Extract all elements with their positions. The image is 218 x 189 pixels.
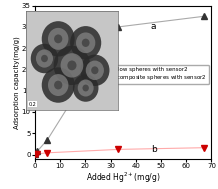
- silica hollow spheres with sensor2: [203, 15, 205, 17]
- Circle shape: [82, 39, 90, 47]
- Circle shape: [54, 34, 62, 43]
- SiO$_2$/PS composite spheres with sensor2: [34, 153, 36, 155]
- silica hollow spheres with sensor2: [46, 139, 49, 141]
- SiO$_2$/PS composite spheres with sensor2: [36, 153, 39, 155]
- SiO$_2$/PS composite spheres with sensor2: [46, 152, 49, 154]
- Text: a: a: [151, 22, 157, 31]
- Circle shape: [73, 74, 99, 102]
- SiO$_2$/PS composite spheres with sensor2: [203, 147, 205, 149]
- Legend: silica hollow spheres with sensor2, SiO$_2$/PS composite spheres with sensor2: silica hollow spheres with sensor2, SiO$…: [81, 65, 209, 84]
- Circle shape: [41, 55, 48, 62]
- Circle shape: [80, 55, 109, 86]
- Circle shape: [67, 60, 77, 70]
- SiO$_2$/PS composite spheres with sensor2: [117, 148, 119, 150]
- Circle shape: [42, 21, 75, 57]
- Circle shape: [42, 67, 75, 103]
- Circle shape: [78, 79, 94, 97]
- Circle shape: [91, 66, 99, 74]
- Circle shape: [76, 33, 95, 53]
- Circle shape: [48, 74, 68, 96]
- Line: SiO$_2$/PS composite spheres with sensor2: SiO$_2$/PS composite spheres with sensor…: [32, 145, 207, 157]
- Circle shape: [86, 60, 104, 80]
- Circle shape: [54, 81, 62, 89]
- silica hollow spheres with sensor2: [117, 26, 119, 28]
- Circle shape: [48, 28, 68, 50]
- Circle shape: [70, 26, 101, 60]
- silica hollow spheres with sensor2: [36, 150, 39, 152]
- Circle shape: [61, 53, 83, 77]
- X-axis label: Added Hg$^{2+}$(mg/g): Added Hg$^{2+}$(mg/g): [86, 170, 160, 185]
- Circle shape: [54, 46, 90, 85]
- Y-axis label: Adsorption capacity(mg/g): Adsorption capacity(mg/g): [14, 36, 20, 129]
- Text: 0.2: 0.2: [29, 102, 37, 107]
- Circle shape: [36, 49, 53, 68]
- Circle shape: [31, 44, 58, 73]
- Line: silica hollow spheres with sensor2: silica hollow spheres with sensor2: [32, 14, 207, 156]
- Text: b: b: [151, 145, 157, 154]
- Circle shape: [82, 84, 89, 91]
- silica hollow spheres with sensor2: [34, 153, 36, 155]
